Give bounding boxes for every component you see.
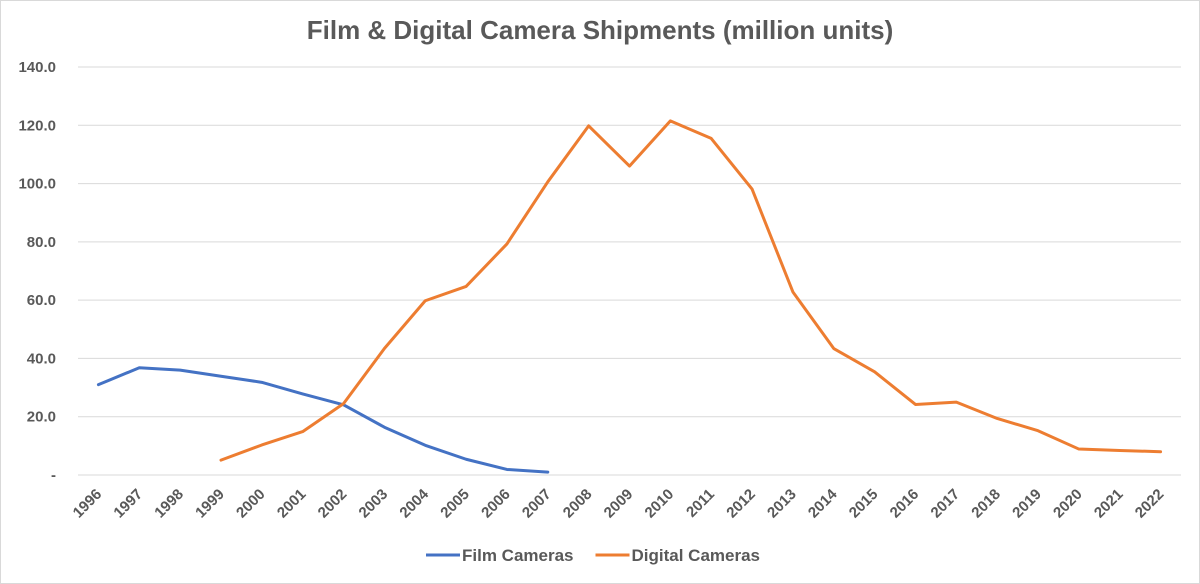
- data-point: [96, 383, 100, 387]
- x-tick-label: 2008: [560, 486, 596, 522]
- data-point: [668, 119, 672, 123]
- x-tick-label: 2014: [805, 485, 841, 521]
- data-point: [1118, 449, 1122, 453]
- x-tick-label: 2018: [968, 486, 1004, 522]
- legend-item: Digital Cameras: [595, 546, 761, 565]
- x-tick-label: 2005: [437, 486, 473, 522]
- data-point: [587, 124, 591, 128]
- data-point: [178, 368, 182, 372]
- data-point: [1159, 450, 1163, 454]
- y-tick-label: 140.0: [18, 59, 56, 76]
- y-tick-label: 80.0: [27, 234, 56, 251]
- x-tick-label: 2022: [1132, 486, 1168, 522]
- y-tick-label: 100.0: [18, 176, 56, 193]
- data-point: [995, 416, 999, 420]
- legend-item: Film Cameras: [426, 546, 574, 565]
- data-point: [505, 467, 509, 471]
- x-tick-label: 2006: [478, 486, 514, 522]
- data-point: [342, 402, 346, 406]
- data-point: [423, 299, 427, 303]
- x-tick-label: 2013: [764, 486, 800, 522]
- data-point: [832, 347, 836, 351]
- data-point: [260, 380, 264, 384]
- y-tick-label: -: [51, 467, 56, 484]
- series-line: [219, 119, 1163, 462]
- series-film-cameras: [96, 366, 550, 474]
- x-tick-label: 2021: [1091, 486, 1127, 522]
- x-tick-label: 2012: [723, 486, 759, 522]
- gridlines: [78, 66, 1181, 476]
- x-tick-label: 2016: [887, 486, 923, 522]
- x-tick-label: 2017: [928, 486, 964, 522]
- data-point: [423, 443, 427, 447]
- data-point: [628, 164, 632, 168]
- y-tick-label: 60.0: [27, 292, 56, 309]
- series-digital-cameras: [219, 119, 1163, 462]
- data-point: [709, 136, 713, 140]
- x-tick-label: 1999: [192, 486, 228, 522]
- x-tick-label: 2001: [274, 486, 310, 522]
- data-point: [873, 370, 877, 374]
- x-tick-label: 2004: [396, 485, 432, 521]
- x-tick-label: 2002: [315, 486, 351, 522]
- x-tick-label: 1997: [110, 486, 146, 522]
- data-point: [913, 402, 917, 406]
- series-line: [96, 366, 550, 474]
- data-point: [382, 425, 386, 429]
- legend-label: Film Cameras: [462, 546, 574, 565]
- x-tick-label: 2020: [1050, 486, 1086, 522]
- data-point: [1036, 429, 1040, 433]
- y-axis-ticks: - 20.0 40.0 60.0 80.0 100.0 120.0 140.0: [18, 59, 56, 484]
- data-point: [505, 242, 509, 246]
- data-point: [1077, 447, 1081, 451]
- series-lines: [96, 119, 1163, 474]
- data-point: [219, 458, 223, 462]
- x-tick-label: 2019: [1009, 486, 1045, 522]
- data-point: [464, 284, 468, 288]
- x-tick-label: 1996: [70, 486, 106, 522]
- x-tick-label: 1998: [151, 486, 187, 522]
- legend: Film Cameras Digital Cameras: [426, 546, 760, 565]
- x-tick-label: 2009: [601, 486, 637, 522]
- data-point: [791, 290, 795, 294]
- data-point: [260, 443, 264, 447]
- data-point: [546, 180, 550, 184]
- data-point: [546, 470, 550, 474]
- data-point: [464, 457, 468, 461]
- x-tick-label: 2011: [683, 486, 718, 521]
- data-point: [382, 347, 386, 351]
- data-point: [137, 366, 141, 370]
- x-axis-ticks: 1996 1997 1998 1999 2000 2001 2002 2003 2004 2005…: [70, 485, 1168, 521]
- data-point: [301, 392, 305, 396]
- x-tick-label: 2015: [846, 486, 882, 522]
- y-tick-label: 40.0: [27, 350, 56, 367]
- x-tick-label: 2007: [519, 486, 555, 522]
- data-point: [750, 187, 754, 191]
- y-tick-label: 20.0: [27, 409, 56, 426]
- data-point: [219, 374, 223, 378]
- chart-title: Film & Digital Camera Shipments (million…: [307, 15, 894, 45]
- x-tick-label: 2010: [642, 486, 678, 522]
- x-tick-label: 2003: [356, 486, 392, 522]
- data-point: [301, 430, 305, 434]
- legend-label: Digital Cameras: [632, 546, 761, 565]
- data-point: [954, 400, 958, 404]
- x-tick-label: 2000: [233, 486, 269, 522]
- y-tick-label: 120.0: [18, 117, 56, 134]
